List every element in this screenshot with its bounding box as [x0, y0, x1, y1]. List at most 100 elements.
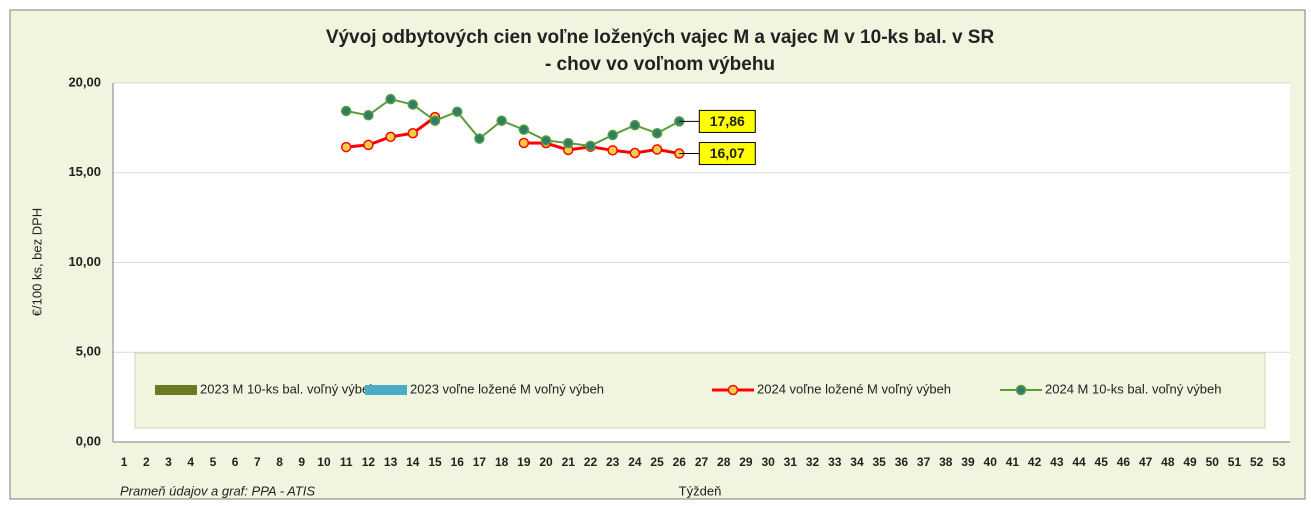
data-point: [385, 131, 396, 143]
data-point: [340, 105, 352, 117]
x-tick-label: 30: [761, 455, 775, 469]
x-tick-label: 33: [828, 455, 842, 469]
legend-box: [134, 352, 1266, 429]
x-tick-label: 22: [584, 455, 598, 469]
x-tick-label: 32: [806, 455, 820, 469]
y-axis-label: €/100 ks, bez DPH: [29, 208, 44, 316]
legend-swatch: [365, 385, 407, 395]
x-tick-label: 34: [850, 455, 864, 469]
x-tick-label: 17: [473, 455, 487, 469]
x-tick-label: 35: [872, 455, 886, 469]
source-note: Prameň údajov a graf: PPA - ATIS: [120, 483, 315, 498]
x-tick-label: 6: [232, 455, 239, 469]
legend-marker: [727, 384, 739, 396]
data-label: 17,86: [710, 113, 745, 129]
x-tick-label: 8: [276, 455, 283, 469]
data-point: [363, 139, 374, 151]
data-point: [629, 119, 641, 131]
x-tick-label: 45: [1095, 455, 1109, 469]
x-tick-label: 21: [562, 455, 576, 469]
x-tick-label: 40: [984, 455, 998, 469]
data-point: [651, 128, 663, 139]
x-tick-label: 37: [917, 455, 931, 469]
x-tick-label: 28: [717, 455, 731, 469]
x-tick-label: 49: [1183, 455, 1197, 469]
x-tick-label: 38: [939, 455, 953, 469]
x-tick-label: 13: [384, 455, 398, 469]
y-tick-label: 0,00: [76, 433, 101, 448]
x-tick-label: 36: [895, 455, 909, 469]
data-point: [585, 140, 596, 152]
x-tick-label: 15: [428, 455, 442, 469]
data-point: [451, 106, 463, 117]
x-tick-label: 27: [695, 455, 709, 469]
x-tick-label: 24: [628, 455, 642, 469]
data-point: [496, 115, 507, 126]
data-point: [474, 133, 485, 144]
x-tick-label: 25: [650, 455, 664, 469]
data-point: [651, 144, 663, 155]
data-label: 16,07: [710, 145, 745, 161]
y-tick-label: 5,00: [76, 344, 101, 359]
data-point: [607, 129, 618, 141]
x-tick-label: 1: [121, 455, 128, 469]
series-line: [345, 98, 680, 147]
y-tick-label: 20,00: [68, 74, 101, 89]
x-tick-label: 29: [739, 455, 753, 469]
x-tick-label: 53: [1272, 455, 1286, 469]
y-tick-label: 10,00: [68, 254, 101, 269]
x-tick-label: 16: [451, 455, 465, 469]
x-tick-label: 51: [1228, 455, 1242, 469]
x-tick-label: 52: [1250, 455, 1264, 469]
data-label-box: [698, 142, 756, 166]
x-tick-label: 47: [1139, 455, 1153, 469]
legend-label: 2023 M 10-ks bal. voľný výbeh: [200, 381, 377, 396]
legend-label: 2023 voľne ložené M voľný výbeh: [410, 381, 604, 396]
chart-title: Vývoj odbytových cien voľne ložených vaj…: [326, 27, 995, 48]
data-point: [407, 99, 419, 110]
x-tick-label: 43: [1050, 455, 1064, 469]
x-tick-label: 50: [1206, 455, 1220, 469]
data-point: [629, 147, 641, 159]
x-tick-label: 11: [340, 455, 353, 469]
x-tick-label: 2: [143, 455, 150, 469]
x-tick-label: 44: [1072, 455, 1086, 469]
chart-subtitle: - chov vo voľnom výbehu: [545, 54, 775, 75]
data-point: [540, 135, 552, 146]
legend-marker: [1015, 384, 1027, 396]
x-tick-label: 26: [673, 455, 687, 469]
x-tick-label: 5: [210, 455, 217, 469]
x-tick-label: 31: [784, 455, 798, 469]
data-point: [563, 137, 574, 149]
x-tick-label: 20: [539, 455, 553, 469]
legend-label: 2024 voľne ložené M voľný výbeh: [757, 381, 951, 396]
legend-swatch: [155, 385, 197, 395]
y-tick-label: 15,00: [68, 164, 101, 179]
x-tick-label: 18: [495, 455, 509, 469]
data-point: [607, 145, 618, 156]
data-point: [363, 110, 374, 121]
x-tick-label: 39: [961, 455, 975, 469]
x-tick-label: 3: [165, 455, 172, 469]
x-tick-label: 19: [517, 455, 531, 469]
data-point: [340, 141, 352, 153]
x-tick-label: 7: [254, 455, 261, 469]
x-tick-label: 9: [298, 455, 305, 469]
x-tick-label: 48: [1161, 455, 1175, 469]
data-point: [518, 137, 530, 149]
legend-label: 2024 M 10-ks bal. voľný výbeh: [1045, 381, 1222, 396]
data-point: [385, 93, 396, 105]
x-axis-label: Týždeň: [679, 483, 722, 498]
x-tick-label: 46: [1117, 455, 1131, 469]
x-tick-label: 41: [1006, 455, 1020, 469]
x-tick-label: 4: [187, 455, 194, 469]
x-tick-label: 14: [406, 455, 420, 469]
x-tick-label: 12: [362, 455, 376, 469]
x-tick-label: 10: [317, 455, 331, 469]
data-point: [429, 115, 441, 126]
data-label-box: [698, 109, 756, 133]
x-tick-label: 42: [1028, 455, 1042, 469]
data-point: [518, 124, 530, 135]
